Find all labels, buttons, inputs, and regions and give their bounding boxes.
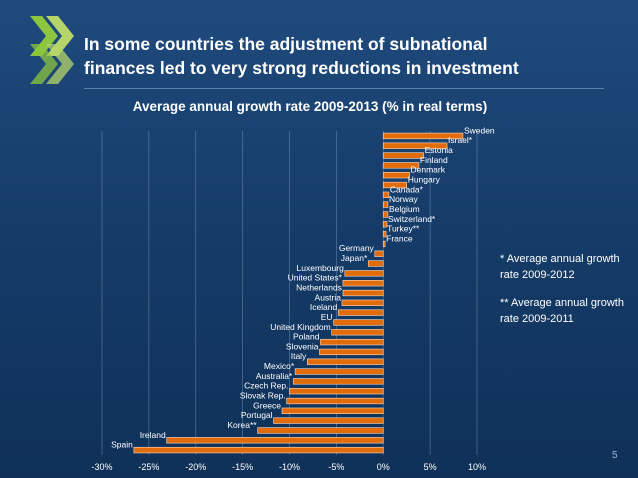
bar-category-label: Switzerland*: [388, 214, 436, 224]
bar: [342, 280, 384, 287]
bar-category-label: Mexico*: [264, 361, 295, 371]
bar-category-label: United States*: [288, 273, 343, 283]
bar-category-label: Greece: [253, 400, 281, 410]
bar-category-label: Austria: [315, 292, 342, 302]
bar: [273, 417, 384, 424]
bar: [319, 348, 384, 356]
bar-category-label: EU: [321, 312, 333, 322]
bar-category-label: Ireland: [140, 430, 166, 440]
x-tick-label: 5%: [424, 462, 437, 472]
page-number: 5: [612, 450, 618, 461]
chart-title: Average annual growth rate 2009-2013 (% …: [132, 99, 488, 114]
bar: [292, 378, 384, 385]
slide-title-line-2: finances led to very strong reductions i…: [84, 58, 519, 78]
bar: [342, 289, 384, 297]
bar: [382, 191, 390, 198]
bar-category-label: Denmark: [411, 165, 446, 175]
bar-category-label: Estonia: [425, 145, 454, 155]
slide-title: In some countries the adjustment of subn…: [84, 32, 604, 80]
bar-category-label: Finland: [420, 155, 448, 165]
bar-category-label: Japan*: [341, 253, 368, 263]
bar: [367, 260, 384, 267]
bar: [133, 446, 384, 454]
x-tick-label: 10%: [468, 462, 486, 472]
logo-chevron-bottom: [30, 44, 58, 84]
bar-category-label: Belgium: [389, 204, 420, 214]
x-tick-label: -30%: [91, 462, 112, 472]
logo-chevron-bottom-2: [46, 44, 74, 84]
bar: [382, 132, 464, 140]
title-divider: [84, 88, 604, 89]
bar-category-label: Slovenia: [286, 341, 319, 351]
x-tick-label: -10%: [279, 462, 300, 472]
bar: [382, 142, 448, 149]
bar: [382, 221, 388, 228]
x-tick-label: -25%: [138, 462, 159, 472]
bar: [382, 181, 407, 189]
bar: [382, 152, 424, 159]
bar-category-label: Canada*: [390, 184, 424, 194]
footnote-double-asterisk: ** Average annual growth rate 2009-2011: [500, 297, 624, 325]
bar: [382, 162, 420, 169]
x-tick-label: 0%: [377, 462, 390, 472]
bar-category-label: Norway: [389, 194, 419, 204]
footnote-single-asterisk: * Average annual growth rate 2009-2012: [500, 253, 620, 281]
bar: [286, 397, 384, 405]
bar: [294, 368, 384, 375]
bar-category-label: Luxembourg: [297, 263, 345, 273]
bar: [307, 358, 384, 365]
bar: [382, 230, 387, 238]
bar-category-label: Netherlands: [296, 283, 342, 293]
bar: [331, 329, 384, 336]
bar: [281, 407, 384, 414]
bar: [289, 388, 384, 395]
bar: [344, 270, 384, 277]
bar-category-label: Korea**: [227, 420, 257, 430]
bar-category-label: France: [386, 233, 413, 243]
bar: [320, 338, 384, 346]
oecd-logo: [30, 16, 74, 84]
bar: [382, 172, 410, 179]
bar-category-label: Germany: [339, 243, 375, 253]
bar: [257, 427, 384, 434]
bar-category-label: Turkey**: [387, 224, 420, 234]
slide-title-line-1: In some countries the adjustment of subn…: [84, 34, 488, 54]
bar-category-label: Hungary: [408, 175, 441, 185]
x-tick-label: -5%: [328, 462, 344, 472]
bar-category-label: Australia*: [256, 371, 293, 381]
bar-category-label: Iceland: [310, 302, 338, 312]
bar-category-label: Sweden: [464, 125, 495, 135]
bar: [382, 240, 386, 248]
x-tick-label: -20%: [185, 462, 206, 472]
x-tick-label: -15%: [232, 462, 253, 472]
bar-category-label: Czech Rep.: [244, 381, 288, 391]
bar: [166, 437, 384, 444]
bar: [374, 250, 384, 257]
bar-category-label: Slovak Rep.: [240, 391, 286, 401]
bar-category-label: Italy: [291, 351, 307, 361]
bar: [341, 299, 384, 306]
bar-category-label: Spain: [111, 440, 133, 450]
bar: [382, 211, 389, 218]
bar-category-label: Poland: [293, 332, 320, 342]
bar-category-label: Portugal: [241, 410, 273, 420]
bar: [333, 319, 384, 326]
bar: [337, 309, 384, 316]
bar-category-label: Israel*: [448, 135, 473, 145]
bar-category-label: United Kingdom: [270, 322, 330, 332]
bar: [382, 201, 389, 208]
